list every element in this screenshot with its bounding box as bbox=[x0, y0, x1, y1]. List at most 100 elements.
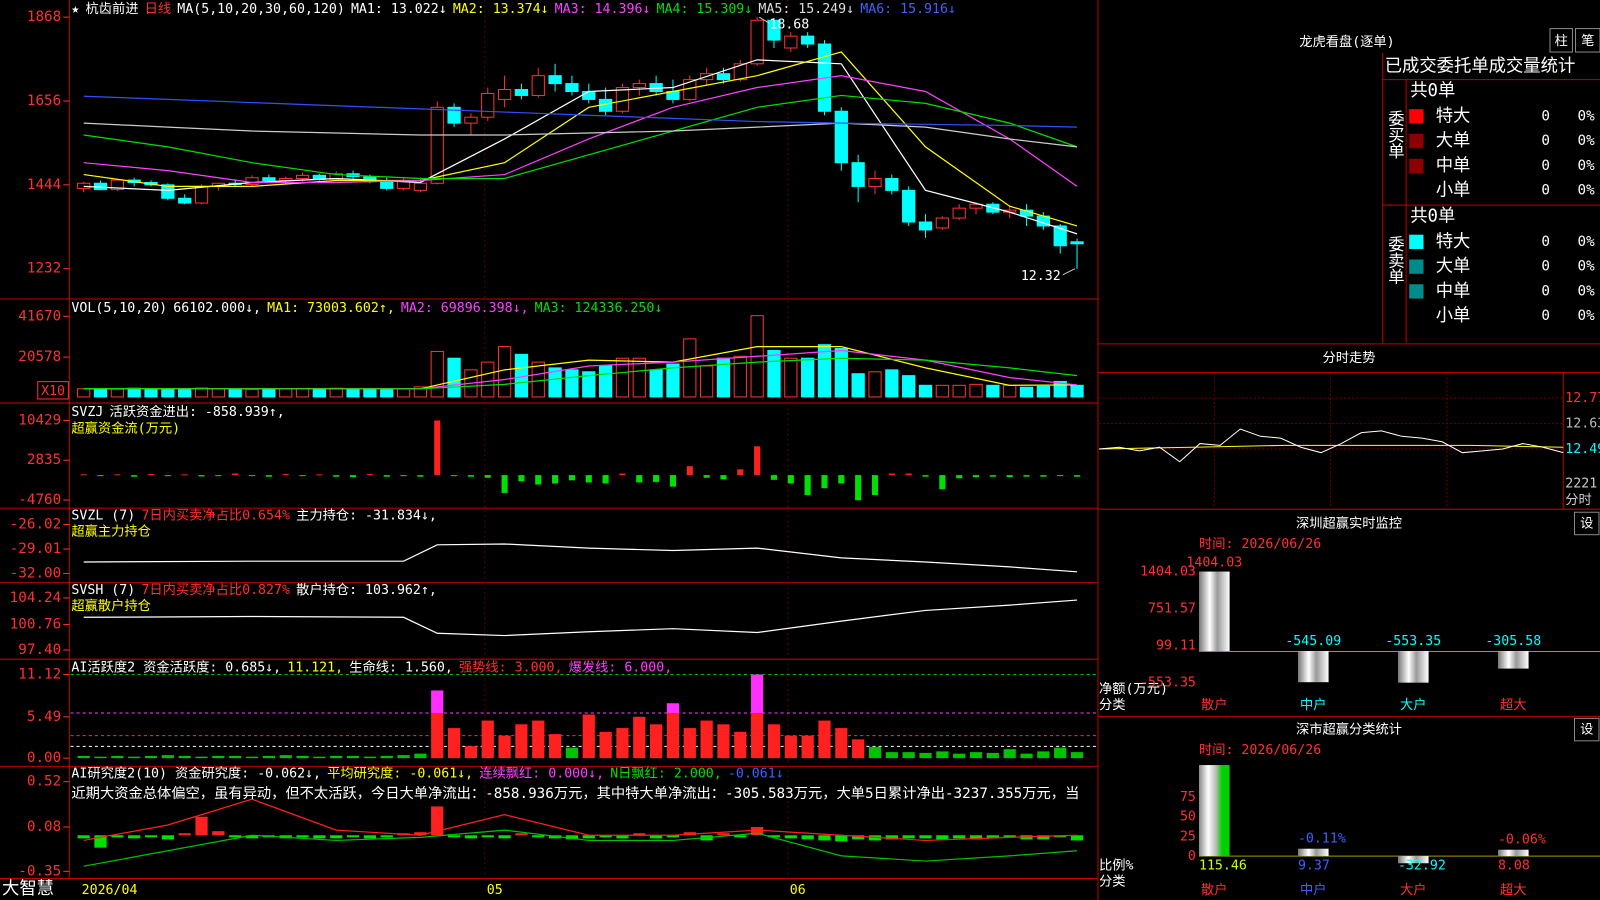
swatch bbox=[1409, 259, 1424, 274]
value-label: 9.37 bbox=[1298, 858, 1330, 873]
legend: 超赢散户持仓 bbox=[71, 597, 151, 614]
activity-burst bbox=[431, 690, 444, 714]
activity-bar bbox=[1037, 751, 1050, 759]
volume-bar bbox=[615, 357, 630, 398]
activity-bar bbox=[986, 752, 999, 759]
y-tick-label: 1656 bbox=[27, 93, 61, 109]
row-count: 0 bbox=[1541, 158, 1550, 174]
flow-bar bbox=[232, 473, 239, 476]
y-tick-label: 100.76 bbox=[10, 616, 62, 632]
candle-body bbox=[582, 90, 596, 100]
total: 共0单 bbox=[1410, 206, 1455, 226]
button[interactable]: 柱 bbox=[1549, 28, 1573, 53]
button[interactable]: 设 bbox=[1573, 511, 1600, 536]
side-label: 委卖单 bbox=[1385, 236, 1404, 285]
research-bar bbox=[902, 835, 915, 839]
line bbox=[83, 51, 1078, 227]
candle-body bbox=[733, 63, 747, 81]
legend-item: 爆发线: 6.000, bbox=[569, 659, 673, 675]
button-label[interactable]: 设 bbox=[1580, 722, 1593, 738]
flow-bar bbox=[754, 446, 761, 476]
row-pct: 0% bbox=[1578, 234, 1596, 250]
high-label: 18.68 bbox=[769, 17, 809, 32]
category-bar bbox=[1497, 651, 1529, 669]
candle-body bbox=[329, 173, 343, 180]
minute-line bbox=[1098, 428, 1564, 463]
volume-bar bbox=[228, 388, 242, 398]
research-bar bbox=[380, 835, 393, 838]
flow-bar bbox=[282, 474, 289, 476]
button[interactable]: 设 bbox=[1573, 717, 1600, 742]
y-tick-label: 11.12 bbox=[18, 667, 61, 683]
candle-body bbox=[262, 177, 276, 181]
candle-body bbox=[497, 89, 512, 100]
research-bar bbox=[498, 835, 511, 839]
flow-bar bbox=[1073, 475, 1081, 477]
flow-bar bbox=[215, 475, 222, 477]
legend-item: MA6: 15.916↓ bbox=[860, 2, 956, 17]
activity-bar bbox=[532, 720, 545, 759]
research-bar bbox=[296, 835, 309, 838]
research-bar bbox=[969, 835, 983, 840]
research-bar bbox=[666, 835, 680, 838]
activity-bar bbox=[852, 739, 865, 759]
y-tick-label: 1868 bbox=[27, 9, 61, 25]
value-label: 8.08 bbox=[1498, 858, 1530, 873]
activity-bar bbox=[885, 752, 898, 759]
research-bar bbox=[717, 833, 730, 836]
legend: VOL(5,10,20) 66102.000↓, MA1: 73003.602↑, M… bbox=[71, 301, 662, 316]
activity-bar bbox=[801, 735, 814, 759]
research-bar bbox=[464, 835, 478, 839]
volume-bar bbox=[413, 386, 428, 398]
panel-title: 龙虎看盘(逐单) bbox=[1299, 33, 1394, 50]
volume-bar bbox=[700, 365, 714, 398]
button-label[interactable]: 设 bbox=[1580, 515, 1593, 531]
panel-title: 分时走势 bbox=[1322, 350, 1375, 366]
research-bar bbox=[144, 835, 158, 838]
flow-bar bbox=[400, 475, 407, 477]
candle-body bbox=[77, 182, 91, 189]
category-label: 超大 bbox=[1500, 882, 1527, 898]
y-tick-label: 1404.03 bbox=[1140, 565, 1196, 580]
research-bar bbox=[245, 835, 259, 839]
research-bar bbox=[784, 835, 797, 839]
legend-item: N日飘红: 2.000, bbox=[610, 765, 722, 781]
legend: 超赢主力持仓 bbox=[71, 523, 151, 540]
volume-bar bbox=[329, 387, 343, 398]
y-tick-label: 0.52 bbox=[27, 774, 61, 790]
flow-bar bbox=[80, 474, 87, 476]
activity-bar bbox=[515, 724, 528, 759]
flow-bar bbox=[787, 475, 794, 484]
research-bar bbox=[650, 835, 663, 839]
volume-bar bbox=[110, 388, 124, 398]
flow-bar bbox=[1006, 475, 1013, 478]
button-label[interactable]: 笔 bbox=[1581, 33, 1594, 49]
activity-bar bbox=[447, 728, 461, 759]
activity-bar bbox=[414, 753, 427, 759]
volume-bar bbox=[194, 387, 209, 398]
flow-bar bbox=[871, 475, 879, 496]
candle-body bbox=[868, 177, 882, 187]
y-tick-label: 5.49 bbox=[27, 709, 61, 725]
flow-bar bbox=[855, 475, 862, 501]
volume-bar bbox=[279, 388, 293, 398]
volume-bar bbox=[497, 346, 512, 398]
button[interactable]: 笔 bbox=[1575, 28, 1600, 53]
y-tick-label: -553.35 bbox=[1140, 676, 1196, 691]
volume-bar bbox=[1036, 385, 1050, 398]
minute-line bbox=[1098, 444, 1564, 450]
flow-bar bbox=[417, 475, 424, 477]
activity-bar bbox=[481, 720, 494, 759]
legend-item: MA1: 73003.602↑, bbox=[267, 301, 395, 316]
button-label[interactable]: 柱 bbox=[1555, 33, 1568, 49]
activity-bar bbox=[565, 747, 579, 759]
candle-body bbox=[464, 116, 478, 124]
activity-bar bbox=[144, 755, 158, 759]
legend-item: AI活跃度2 资金活跃度: 0.685↓, bbox=[71, 659, 281, 675]
date-label: 2026/04 bbox=[82, 883, 138, 898]
flow-bar bbox=[1057, 475, 1064, 477]
swatch bbox=[1409, 109, 1424, 124]
candle-body bbox=[1070, 241, 1084, 245]
flow-bar bbox=[770, 475, 778, 480]
row-name: 中单 bbox=[1436, 281, 1471, 301]
